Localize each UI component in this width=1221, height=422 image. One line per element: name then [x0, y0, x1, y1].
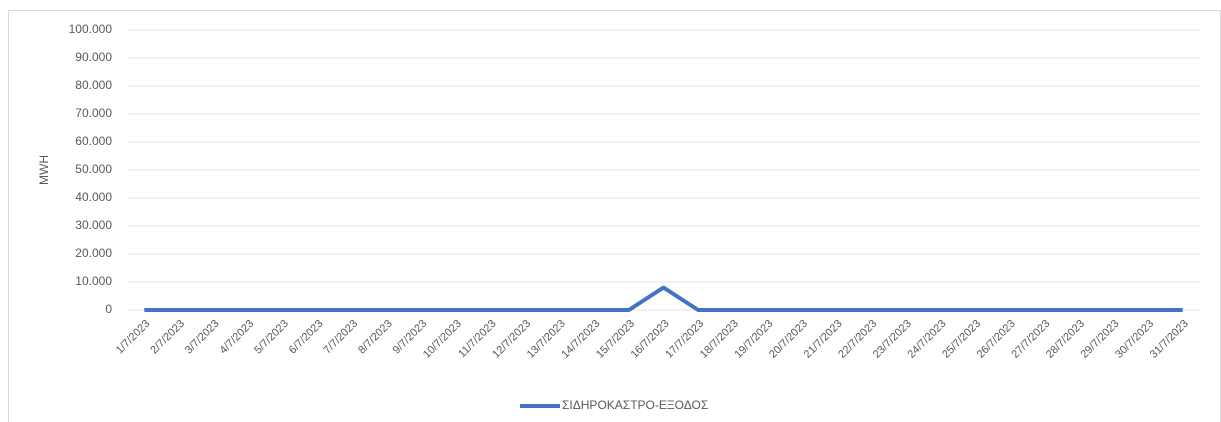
y-tick-label: 30.000 [75, 218, 112, 232]
y-tick-label: 20.000 [75, 246, 112, 260]
data-line [144, 285, 1183, 312]
y-tick-label: 50.000 [75, 162, 112, 176]
y-tick-label: 60.000 [75, 134, 112, 148]
y-tick-label: 80.000 [75, 78, 112, 92]
y-tick-label: 0 [105, 302, 112, 316]
chart-frame [8, 10, 1221, 422]
y-tick-label: 10.000 [75, 274, 112, 288]
y-tick-label: 90.000 [75, 50, 112, 64]
y-tick-label: 40.000 [75, 190, 112, 204]
y-tick-label: 100.000 [69, 22, 113, 36]
y-axis-title: MWH [37, 155, 51, 185]
y-tick-label: 70.000 [75, 106, 112, 120]
legend-label: ΣΙΔΗΡΟΚΑΣΤΡΟ-ΕΞΟΔΟΣ [562, 398, 708, 412]
